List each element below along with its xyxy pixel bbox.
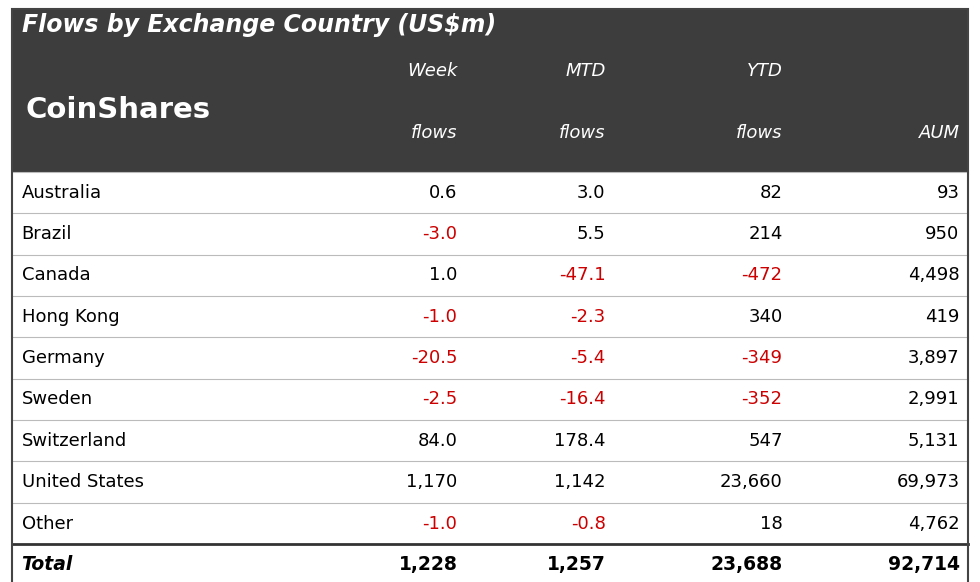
Text: 1,170: 1,170 [406, 473, 458, 491]
Text: -2.5: -2.5 [422, 391, 458, 409]
Text: 5.5: 5.5 [577, 225, 606, 243]
Text: 4,498: 4,498 [907, 267, 959, 285]
Bar [12, 9, 968, 172]
Text: 93: 93 [937, 184, 959, 201]
Text: Other: Other [22, 514, 73, 533]
Text: 84.0: 84.0 [417, 432, 458, 450]
Text: CoinShares: CoinShares [25, 96, 211, 124]
Text: 1,228: 1,228 [399, 555, 458, 574]
Bar [12, 544, 968, 582]
Bar [12, 420, 968, 462]
Text: flows: flows [736, 124, 783, 142]
Text: 1.0: 1.0 [429, 267, 458, 285]
Text: 214: 214 [748, 225, 783, 243]
Text: Total: Total [22, 555, 73, 574]
Bar [12, 255, 968, 296]
Text: 18: 18 [760, 514, 783, 533]
Bar [12, 338, 968, 379]
Text: 950: 950 [925, 225, 959, 243]
Text: United States: United States [22, 473, 143, 491]
Text: 92,714: 92,714 [888, 555, 959, 574]
Text: Germany: Germany [22, 349, 104, 367]
Text: -352: -352 [742, 391, 783, 409]
Text: -47.1: -47.1 [559, 267, 606, 285]
Text: 82: 82 [760, 184, 783, 201]
Text: 547: 547 [748, 432, 783, 450]
Text: Flows by Exchange Country (US$m): Flows by Exchange Country (US$m) [22, 13, 496, 37]
Text: YTD: YTD [747, 62, 783, 80]
Text: 23,660: 23,660 [720, 473, 783, 491]
Text: -0.8: -0.8 [570, 514, 606, 533]
Text: flows: flows [411, 124, 458, 142]
Text: -16.4: -16.4 [560, 391, 606, 409]
Text: -5.4: -5.4 [570, 349, 606, 367]
Text: 4,762: 4,762 [907, 514, 959, 533]
Text: Brazil: Brazil [22, 225, 73, 243]
Text: 23,688: 23,688 [710, 555, 783, 574]
Text: MTD: MTD [565, 62, 606, 80]
Text: 340: 340 [749, 308, 783, 326]
Text: Hong Kong: Hong Kong [22, 308, 120, 326]
Bar [12, 503, 968, 544]
Text: 3.0: 3.0 [577, 184, 606, 201]
Bar [12, 172, 968, 214]
Text: -2.3: -2.3 [570, 308, 606, 326]
Text: 1,142: 1,142 [554, 473, 606, 491]
Text: -1.0: -1.0 [422, 514, 458, 533]
Text: 5,131: 5,131 [908, 432, 959, 450]
Bar [12, 462, 968, 503]
Text: AUM: AUM [918, 124, 959, 142]
Text: 3,897: 3,897 [907, 349, 959, 367]
Text: 69,973: 69,973 [897, 473, 959, 491]
Text: 419: 419 [925, 308, 959, 326]
Bar [12, 214, 968, 255]
Text: -472: -472 [742, 267, 783, 285]
Bar [12, 379, 968, 420]
Text: -3.0: -3.0 [422, 225, 458, 243]
Text: Sweden: Sweden [22, 391, 93, 409]
Text: -1.0: -1.0 [422, 308, 458, 326]
Text: Canada: Canada [22, 267, 90, 285]
Text: flows: flows [560, 124, 606, 142]
Text: Week: Week [407, 62, 458, 80]
Text: Switzerland: Switzerland [22, 432, 126, 450]
Text: Australia: Australia [22, 184, 102, 201]
Text: -20.5: -20.5 [411, 349, 458, 367]
Text: 0.6: 0.6 [429, 184, 458, 201]
Text: 2,991: 2,991 [907, 391, 959, 409]
Text: 178.4: 178.4 [554, 432, 606, 450]
Text: -349: -349 [742, 349, 783, 367]
Bar [12, 296, 968, 338]
Text: 1,257: 1,257 [547, 555, 606, 574]
